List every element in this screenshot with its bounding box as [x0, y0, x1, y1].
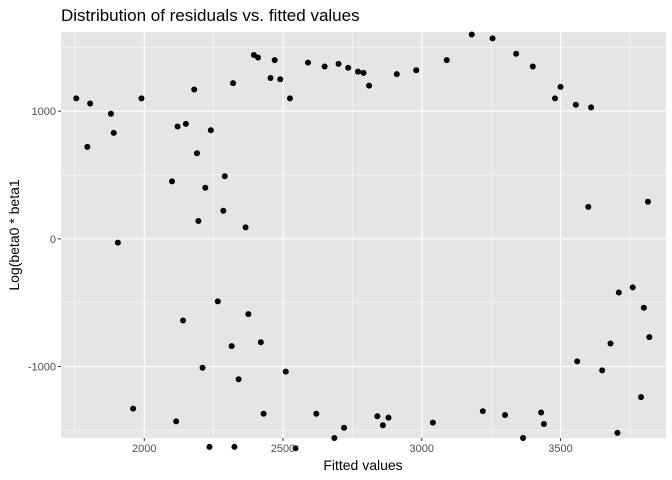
data-point	[220, 207, 227, 214]
data-point	[341, 424, 348, 431]
data-point	[393, 71, 400, 78]
data-point	[231, 443, 238, 450]
data-point	[413, 67, 420, 74]
data-point	[615, 289, 622, 296]
data-point	[292, 445, 299, 452]
data-point	[214, 298, 221, 305]
data-point	[489, 35, 496, 42]
data-point	[304, 59, 311, 66]
data-point	[257, 339, 264, 346]
data-point	[180, 317, 187, 324]
data-point	[228, 343, 235, 350]
data-point	[169, 178, 176, 185]
data-point	[235, 376, 242, 383]
data-point	[202, 184, 209, 191]
data-point	[173, 418, 180, 425]
data-point	[174, 123, 181, 130]
data-point	[538, 409, 545, 416]
data-point	[557, 83, 564, 90]
data-point	[638, 394, 645, 401]
data-point	[379, 422, 386, 429]
x-tick-label: 2500	[271, 443, 295, 455]
data-point	[255, 54, 262, 61]
data-point	[374, 413, 381, 420]
axis-ticks: 2000 2500 3000 3500 -1000 0 1000	[28, 106, 573, 455]
data-point	[551, 95, 558, 102]
data-point	[345, 64, 352, 71]
y-tick-label: 0	[50, 234, 56, 246]
data-point	[607, 340, 614, 347]
data-point	[267, 74, 274, 81]
data-point	[354, 68, 361, 75]
data-points	[73, 31, 653, 452]
data-point	[468, 31, 475, 38]
data-point	[271, 57, 278, 64]
data-point	[206, 443, 213, 450]
data-point	[588, 104, 595, 111]
x-axis-title: Fitted values	[323, 457, 402, 473]
plot-panel	[61, 32, 666, 438]
data-point	[242, 224, 249, 231]
data-point	[286, 95, 293, 102]
data-point	[199, 364, 206, 371]
data-point	[366, 82, 373, 89]
data-point	[260, 410, 267, 417]
data-point	[73, 95, 80, 102]
data-point	[193, 150, 200, 157]
data-point	[313, 410, 320, 417]
data-point	[574, 358, 581, 365]
data-point	[221, 173, 228, 180]
data-point	[540, 420, 547, 427]
data-point	[321, 63, 328, 70]
data-point	[360, 69, 367, 76]
data-point	[599, 367, 606, 374]
data-point	[429, 419, 436, 426]
data-point	[385, 414, 392, 421]
x-tick-label: 3000	[410, 443, 434, 455]
data-point	[191, 86, 198, 93]
data-point	[614, 429, 621, 436]
data-point	[572, 101, 579, 108]
data-point	[629, 284, 636, 291]
data-point	[443, 57, 450, 64]
data-point	[245, 311, 252, 318]
data-point	[335, 60, 342, 67]
data-point	[529, 63, 536, 70]
data-point	[502, 412, 509, 419]
data-point	[640, 304, 647, 311]
data-point	[182, 120, 189, 127]
data-point	[520, 435, 527, 441]
x-tick-label: 2000	[132, 443, 156, 455]
data-point	[230, 80, 237, 87]
data-point	[195, 217, 202, 224]
y-tick-label: 1000	[32, 106, 56, 118]
data-point	[513, 50, 520, 57]
data-point	[138, 95, 145, 102]
data-point	[646, 334, 653, 341]
data-point	[130, 405, 137, 412]
y-axis-title: Log(beta0 * beta1	[6, 179, 22, 291]
data-point	[644, 198, 651, 205]
data-point	[585, 203, 592, 210]
data-point	[84, 143, 91, 150]
y-tick-label: -1000	[28, 362, 56, 374]
data-point	[207, 127, 214, 134]
data-point	[87, 100, 94, 107]
data-point	[110, 129, 117, 136]
data-point	[114, 239, 121, 246]
data-point	[331, 435, 338, 441]
x-tick-label: 3500	[548, 443, 572, 455]
data-point	[282, 368, 289, 375]
grid-lines	[61, 32, 666, 438]
data-point	[479, 408, 486, 415]
data-point	[107, 110, 114, 117]
chart-title: Distribution of residuals vs. fitted val…	[61, 6, 360, 25]
data-point	[277, 76, 284, 83]
